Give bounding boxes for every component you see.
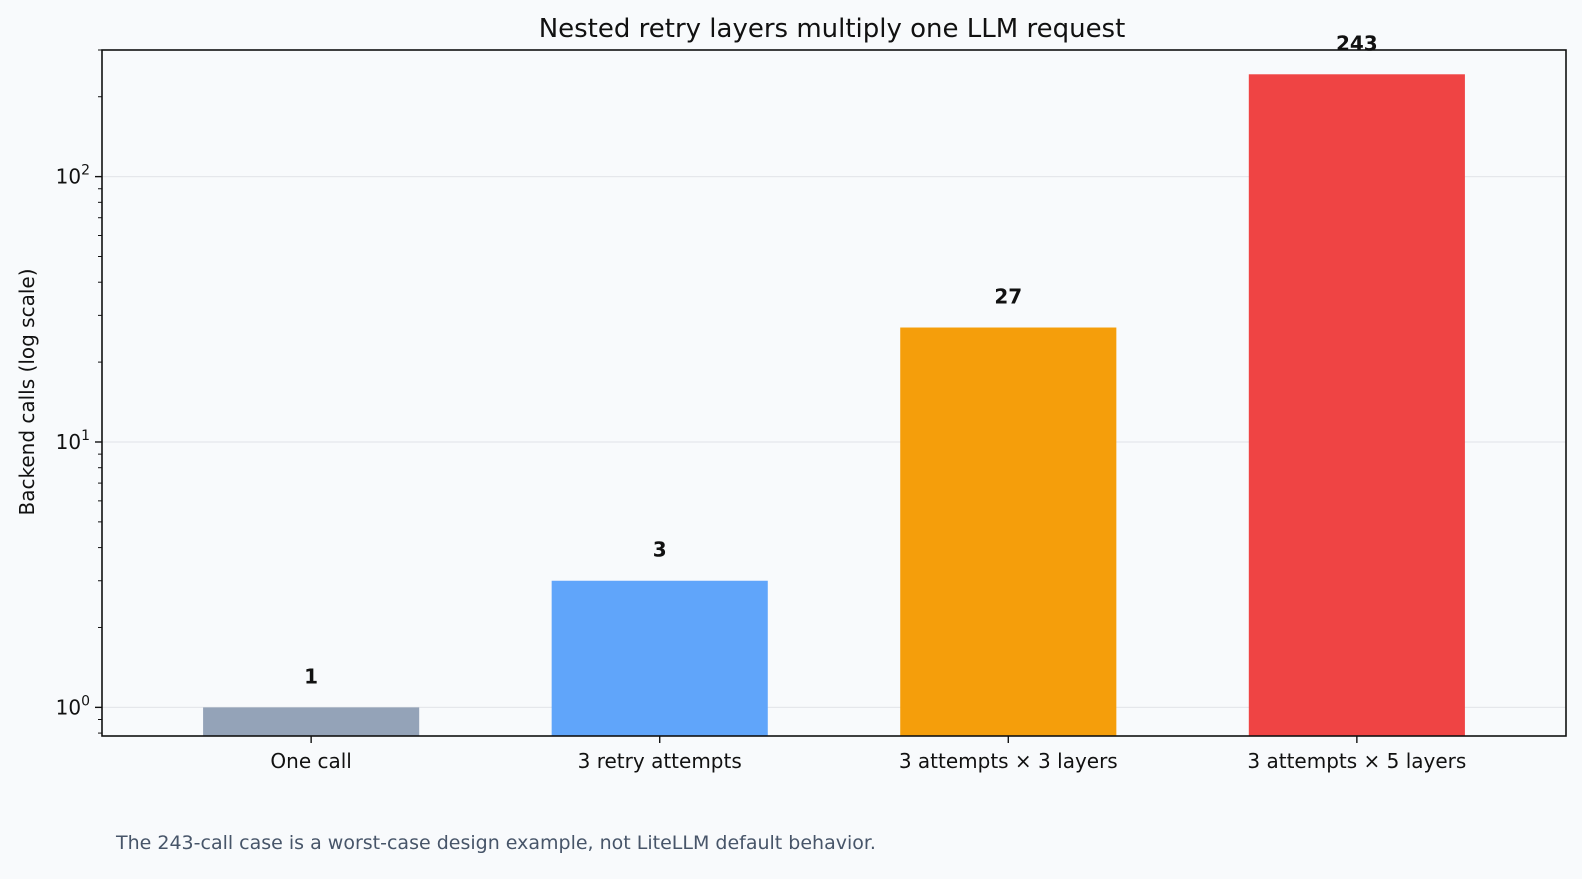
y-axis-label: Backend calls (log scale): [15, 268, 39, 515]
bars: [203, 74, 1465, 736]
bar-value-label: 1: [304, 664, 318, 688]
x-tick-label: 3 attempts × 3 layers: [899, 749, 1118, 773]
bar-value-label: 243: [1336, 31, 1378, 55]
bar-value-label: 27: [994, 285, 1022, 309]
y-tick-label: 102: [56, 163, 90, 189]
bar-value-labels: 1 3 27 243: [304, 31, 1378, 688]
bar: [900, 327, 1117, 736]
x-tick-label: 3 attempts × 5 layers: [1247, 749, 1466, 773]
plot-area-frame: [101, 49, 1567, 737]
chart-title: Nested retry layers multiply one LLM req…: [539, 14, 1126, 44]
y-tick-label: 100: [56, 693, 90, 719]
x-axis-ticks: One call 3 retry attempts 3 attempts × 3 l…: [270, 736, 1466, 773]
x-tick-label: One call: [270, 749, 351, 773]
x-tick-label: 3 retry attempts: [578, 749, 742, 773]
bar: [1248, 74, 1465, 736]
bar: [203, 707, 420, 736]
y-tick-label: 101: [56, 428, 90, 454]
bar: [551, 580, 768, 736]
y-axis-ticks: 100 101 102: [56, 49, 102, 734]
footnote: The 243-call case is a worst-case design…: [116, 832, 876, 854]
bar-value-label: 3: [653, 538, 667, 562]
